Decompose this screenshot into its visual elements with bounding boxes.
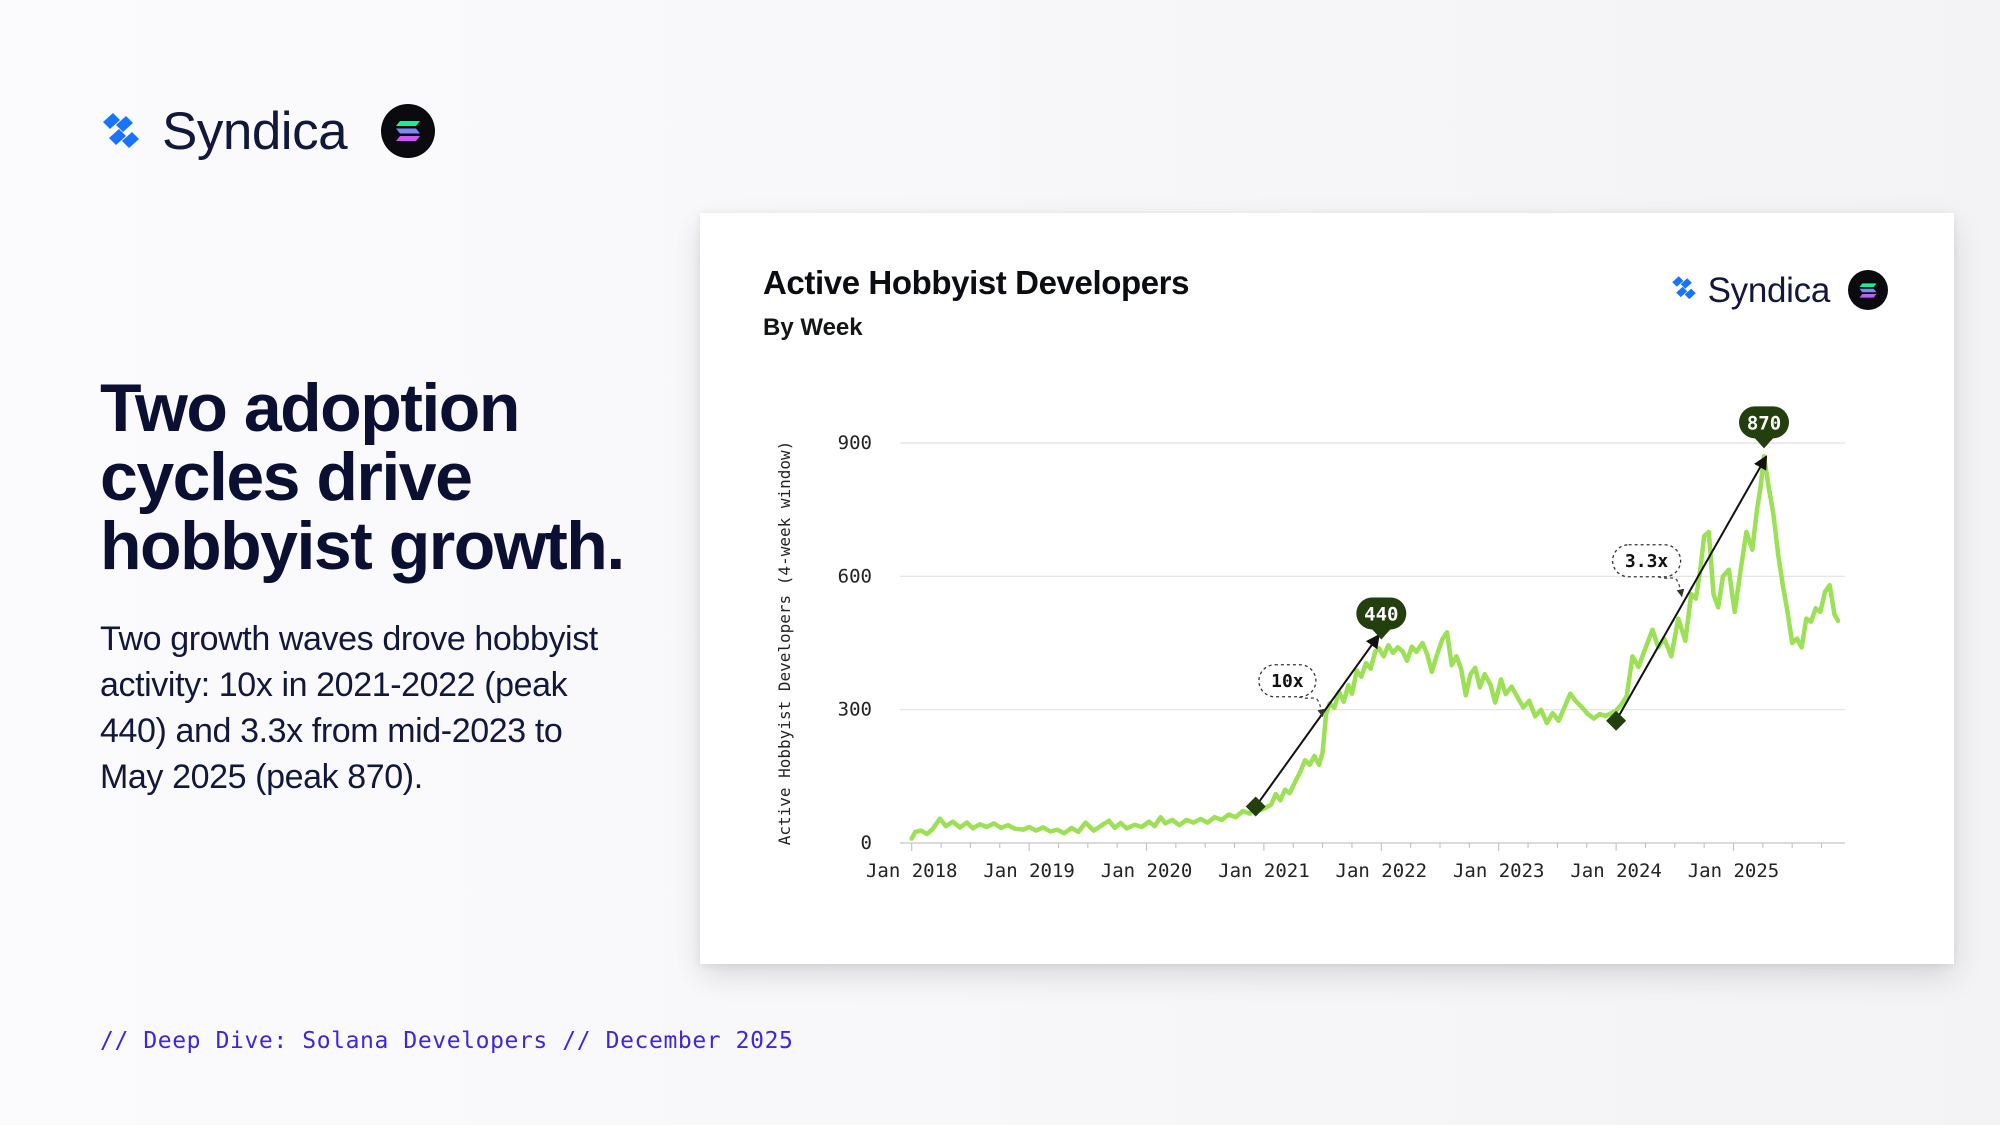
callout-box xyxy=(1611,544,1682,578)
x-tick-label: Jan 2019 xyxy=(983,860,1075,882)
callout-pointer xyxy=(1652,574,1685,598)
y-tick-label: 300 xyxy=(838,699,872,721)
chart-card: Active Hobbyist Developers By Week Syndi… xyxy=(700,213,1954,964)
growth-arrow xyxy=(1254,633,1380,808)
chart-svg: 10x 3.3x 440 870 0 300 600 900 Jan 2018 Jan 2019… xyxy=(775,406,1845,882)
y-axis-label: Active Hobbyist Developers (4-week windo… xyxy=(775,441,794,846)
chart-title: Active Hobbyist Developers xyxy=(763,264,1190,301)
x-tick-label: Jan 2020 xyxy=(1101,860,1193,882)
brand-name: Syndica xyxy=(162,101,348,161)
callout-label: 10x xyxy=(1271,671,1304,692)
peak-label: 440 xyxy=(1364,603,1398,625)
x-tick-label: Jan 2021 xyxy=(1218,860,1310,882)
callout-label: 3.3x xyxy=(1625,551,1669,572)
callout-pointer xyxy=(1293,694,1326,718)
chart-brand-name: Syndica xyxy=(1707,270,1831,310)
series-line xyxy=(909,454,1841,841)
x-tick-label: Jan 2023 xyxy=(1453,860,1545,882)
page-headline: Two adoption cycles drive hobbyist growt… xyxy=(100,370,625,584)
y-tick-label: 0 xyxy=(861,832,872,854)
callout-box xyxy=(1258,664,1317,698)
x-tick-label: Jan 2024 xyxy=(1570,860,1662,882)
x-tick-label: Jan 2025 xyxy=(1688,860,1780,882)
peak-marker xyxy=(1739,406,1789,449)
cycle-start-marker xyxy=(1245,796,1266,817)
footer-note: // Deep Dive: Solana Developers // Decem… xyxy=(100,1028,794,1054)
syndica-logo-icon xyxy=(100,108,142,154)
syndica-logo-icon xyxy=(1670,273,1698,308)
solana-logo-icon xyxy=(1848,270,1888,310)
cycle-start-marker xyxy=(1606,710,1627,731)
chart-brand: Syndica xyxy=(1670,270,1888,310)
y-tick-label: 600 xyxy=(838,565,872,587)
peak-label: 870 xyxy=(1747,412,1781,434)
x-tick-label: Jan 2018 xyxy=(866,860,958,882)
x-tick-label: Jan 2022 xyxy=(1336,860,1428,882)
y-tick-label: 900 xyxy=(838,432,872,454)
chart-subtitle: By Week xyxy=(763,314,863,341)
solana-logo-icon xyxy=(381,104,436,158)
growth-arrow xyxy=(1615,455,1768,722)
peak-marker xyxy=(1356,597,1407,640)
brand-header: Syndica xyxy=(100,98,436,164)
page-summary: Two growth waves drove hobbyist activity… xyxy=(100,620,598,796)
